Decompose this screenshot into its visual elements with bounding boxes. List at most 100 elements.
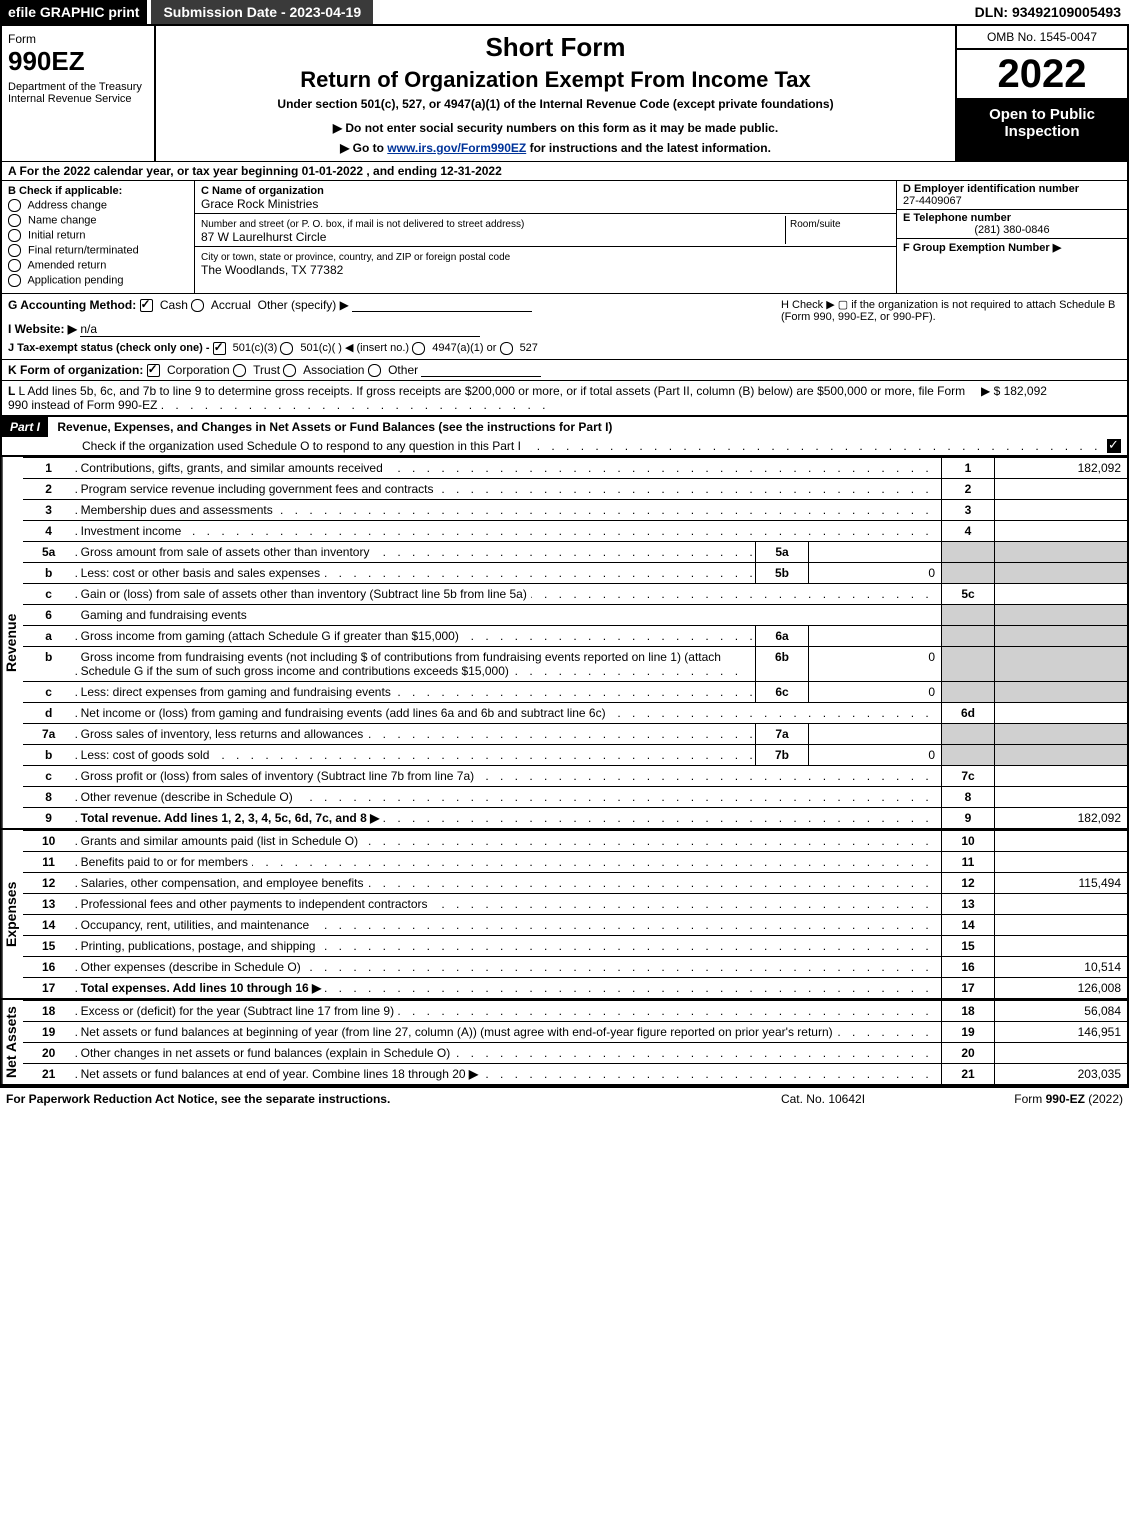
g-label: G Accounting Method: <box>8 298 136 312</box>
section-b: B Check if applicable: Address change Na… <box>2 181 195 293</box>
table-row: 17Total expenses. Add lines 10 through 1… <box>23 978 1127 999</box>
table-row: bLess: cost of goods sold7b0 <box>23 745 1127 766</box>
city-cell: City or town, state or province, country… <box>195 247 896 279</box>
paperwork-notice: For Paperwork Reduction Act Notice, see … <box>6 1092 723 1106</box>
table-row: 18Excess or (deficit) for the year (Subt… <box>23 1001 1127 1022</box>
other-specify-input[interactable] <box>352 299 532 312</box>
revenue-section: Revenue 1Contributions, gifts, grants, a… <box>2 455 1127 828</box>
j-501c-checkbox[interactable] <box>280 342 293 355</box>
netassets-table: 18Excess or (deficit) for the year (Subt… <box>23 1000 1127 1084</box>
submission-date-label: Submission Date - 2023-04-19 <box>151 0 373 24</box>
table-row: 21Net assets or fund balances at end of … <box>23 1064 1127 1085</box>
k-other-input[interactable] <box>421 364 541 377</box>
checkbox-icon[interactable] <box>8 259 21 272</box>
under-section-text: Under section 501(c), 527, or 4947(a)(1)… <box>162 97 949 111</box>
part-i-title: Revenue, Expenses, and Changes in Net As… <box>51 417 618 437</box>
room-label: Room/suite <box>790 219 841 230</box>
top-bar: efile GRAPHIC print Submission Date - 20… <box>0 0 1129 26</box>
l-amount: ▶ $ 182,092 <box>981 384 1121 412</box>
j-501c3-checkbox[interactable] <box>213 342 226 355</box>
k-checkbox[interactable] <box>283 364 296 377</box>
j-4947-label: 4947(a)(1) or <box>432 342 496 354</box>
table-row: 1Contributions, gifts, grants, and simil… <box>23 458 1127 479</box>
accrual-checkbox[interactable] <box>191 299 204 312</box>
g-row: G Accounting Method: Cash Accrual Other … <box>8 298 781 355</box>
cash-checkbox[interactable] <box>140 299 153 312</box>
header-mid: Short Form Return of Organization Exempt… <box>156 26 957 161</box>
j-4947-checkbox[interactable] <box>412 342 425 355</box>
form-body: Form 990EZ Department of the Treasury In… <box>0 26 1129 1086</box>
open-to-public-badge: Open to Public Inspection <box>957 100 1127 161</box>
form-ref: Form 990-EZ (2022) <box>923 1092 1123 1106</box>
section-b-option: Initial return <box>8 229 188 242</box>
line-a: A For the 2022 calendar year, or tax yea… <box>2 161 1127 180</box>
org-name-value: Grace Rock Ministries <box>201 197 318 211</box>
mid-block: B Check if applicable: Address change Na… <box>2 180 1127 293</box>
table-row: 12Salaries, other compensation, and empl… <box>23 873 1127 894</box>
org-name-cell: C Name of organization Grace Rock Minist… <box>195 181 896 214</box>
j-501c3-label: 501(c)(3) <box>233 342 278 354</box>
checkbox-icon[interactable] <box>8 244 21 257</box>
table-row: cLess: direct expenses from gaming and f… <box>23 682 1127 703</box>
table-row: 11Benefits paid to or for members11 <box>23 852 1127 873</box>
j-527-label: 527 <box>520 342 538 354</box>
table-row: aGross income from gaming (attach Schedu… <box>23 626 1127 647</box>
k-checkbox[interactable] <box>233 364 246 377</box>
table-row: dNet income or (loss) from gaming and fu… <box>23 703 1127 724</box>
expenses-side-label: Expenses <box>2 830 23 998</box>
website-value: n/a <box>80 322 480 337</box>
checkbox-icon[interactable] <box>8 214 21 227</box>
checkbox-icon[interactable] <box>8 229 21 242</box>
form-header: Form 990EZ Department of the Treasury In… <box>2 26 1127 161</box>
netassets-section: Net Assets 18Excess or (deficit) for the… <box>2 998 1127 1084</box>
netassets-side-label: Net Assets <box>2 1000 23 1084</box>
street-label: Number and street (or P. O. box, if mail… <box>201 219 524 230</box>
section-b-option: Application pending <box>8 274 188 287</box>
k-label: K Form of organization: <box>8 363 143 377</box>
ein-value: 27-4409067 <box>903 195 962 207</box>
short-form-title: Short Form <box>162 32 949 63</box>
table-row: 2Program service revenue including gover… <box>23 479 1127 500</box>
return-title: Return of Organization Exempt From Incom… <box>162 67 949 93</box>
ein-label: D Employer identification number <box>903 183 1079 195</box>
goto-pre: ▶ Go to <box>340 141 387 155</box>
tax-year: 2022 <box>957 50 1127 100</box>
table-row: 3Membership dues and assessments3 <box>23 500 1127 521</box>
tel-cell: E Telephone number (281) 380-0846 <box>897 210 1127 239</box>
ssn-notice: ▶ Do not enter social security numbers o… <box>162 121 949 135</box>
city-value: The Woodlands, TX 77382 <box>201 263 343 277</box>
tel-value: (281) 380-0846 <box>903 224 1121 236</box>
g-h-row: G Accounting Method: Cash Accrual Other … <box>2 293 1127 359</box>
section-b-option: Final return/terminated <box>8 244 188 257</box>
checkbox-icon[interactable] <box>8 274 21 287</box>
form-number: 990EZ <box>8 46 148 77</box>
header-left: Form 990EZ Department of the Treasury In… <box>2 26 156 161</box>
table-row: 16Other expenses (describe in Schedule O… <box>23 957 1127 978</box>
section-d: D Employer identification number 27-4409… <box>896 181 1127 293</box>
schedule-o-checkbox[interactable] <box>1107 439 1121 453</box>
form-label: Form <box>8 32 148 46</box>
expenses-section: Expenses 10Grants and similar amounts pa… <box>2 828 1127 998</box>
l-text: L L Add lines 5b, 6c, and 7b to line 9 t… <box>8 384 981 412</box>
irs-link[interactable]: www.irs.gov/Form990EZ <box>387 141 526 155</box>
table-row: 5aGross amount from sale of assets other… <box>23 542 1127 563</box>
table-row: 6Gaming and fundraising events <box>23 605 1127 626</box>
section-b-option: Amended return <box>8 259 188 272</box>
k-checkbox[interactable] <box>147 364 160 377</box>
revenue-side-label: Revenue <box>2 457 23 828</box>
h-row: H Check ▶ ▢ if the organization is not r… <box>781 298 1121 323</box>
table-row: 10Grants and similar amounts paid (list … <box>23 831 1127 852</box>
cat-no: Cat. No. 10642I <box>723 1092 923 1106</box>
k-checkbox[interactable] <box>368 364 381 377</box>
omb-number: OMB No. 1545-0047 <box>957 26 1127 50</box>
expenses-table: 10Grants and similar amounts paid (list … <box>23 830 1127 998</box>
revenue-table: 1Contributions, gifts, grants, and simil… <box>23 457 1127 828</box>
org-name-label: C Name of organization <box>201 185 324 197</box>
j-527-checkbox[interactable] <box>500 342 513 355</box>
part-i-label: Part I <box>2 417 48 437</box>
tel-label: E Telephone number <box>903 212 1011 224</box>
checkbox-icon[interactable] <box>8 199 21 212</box>
efile-print-button[interactable]: efile GRAPHIC print <box>0 0 147 24</box>
city-label: City or town, state or province, country… <box>201 252 510 263</box>
part-i-sub: Check if the organization used Schedule … <box>82 439 525 453</box>
